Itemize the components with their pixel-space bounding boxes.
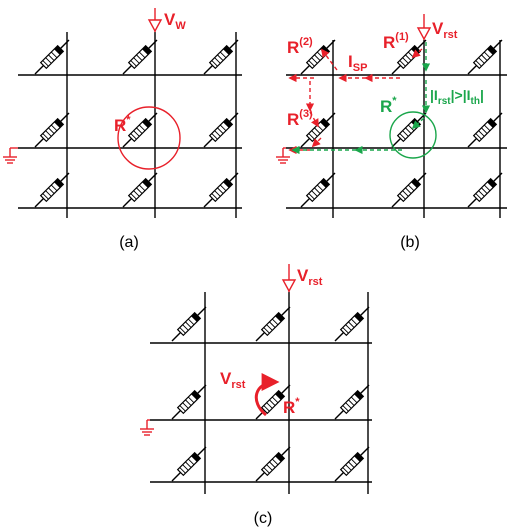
voltage-source-icon: [281, 264, 297, 293]
memristor-icon: [203, 112, 239, 148]
memristor-icon: [334, 446, 370, 482]
panel-caption: (c): [254, 510, 273, 527]
memristor-cells: [34, 39, 239, 208]
voltage-source-icon: [416, 14, 432, 41]
target-cell-highlight: [117, 106, 181, 170]
ground-icon: [140, 419, 154, 436]
memristor-icon: [34, 172, 70, 208]
memristor-icon: [391, 39, 427, 75]
memristor-icon: [334, 306, 370, 342]
memristor-icon: [255, 306, 291, 342]
memristor-cells: [300, 39, 503, 208]
memristor-icon: [334, 384, 370, 420]
cell-r3-label: R(3): [287, 108, 313, 129]
current-condition-label: |Irst|>|Ith|: [430, 87, 484, 107]
cell-r1-label: R(1): [383, 31, 409, 52]
panel-caption: (b): [400, 234, 420, 251]
memristor-icon: [122, 39, 158, 75]
local-voltage-label: Vrst: [220, 369, 246, 391]
target-cell-label: R*: [283, 396, 300, 417]
target-cell-label: R*: [114, 114, 131, 135]
memristor-icon: [171, 384, 207, 420]
source-label: Vrst: [297, 266, 323, 288]
ground-icon: [276, 147, 290, 164]
memristor-icon: [34, 112, 70, 148]
sneak-current-label: ISP: [348, 52, 367, 74]
memristor-icon: [467, 172, 503, 208]
panel-b: Vrst R(1): [276, 14, 507, 251]
memristor-icon: [467, 112, 503, 148]
reset-current-path: [291, 42, 431, 155]
source-label: VW: [164, 10, 186, 32]
target-cell-label: R*: [380, 95, 397, 116]
crossbar-wires: [18, 32, 242, 218]
memristor-icon: [467, 39, 503, 75]
crossbar-wires: [286, 40, 507, 218]
panel-caption: (a): [119, 234, 139, 251]
memristor-icon: [171, 306, 207, 342]
memristor-icon: [203, 172, 239, 208]
panel-a: VW R* (a): [3, 8, 242, 251]
cell-r2-label: R(2): [287, 36, 313, 57]
memristor-icon: [122, 172, 158, 208]
curved-arrow-icon: [254, 373, 280, 417]
panel-c: Vrst Vrst R* (c): [140, 264, 372, 527]
target-cell-highlight: [389, 111, 437, 159]
ground-icon: [3, 147, 18, 164]
memristor-icon: [391, 172, 427, 208]
memristor-icon: [203, 39, 239, 75]
memristor-icon: [300, 172, 336, 208]
crossbar-wires: [150, 292, 372, 494]
memristor-icon: [171, 446, 207, 482]
memristor-icon: [255, 446, 291, 482]
voltage-source-icon: [147, 8, 163, 33]
memristor-icon: [34, 39, 70, 75]
source-label: Vrst: [432, 19, 458, 41]
memristor-cells: [171, 306, 370, 482]
